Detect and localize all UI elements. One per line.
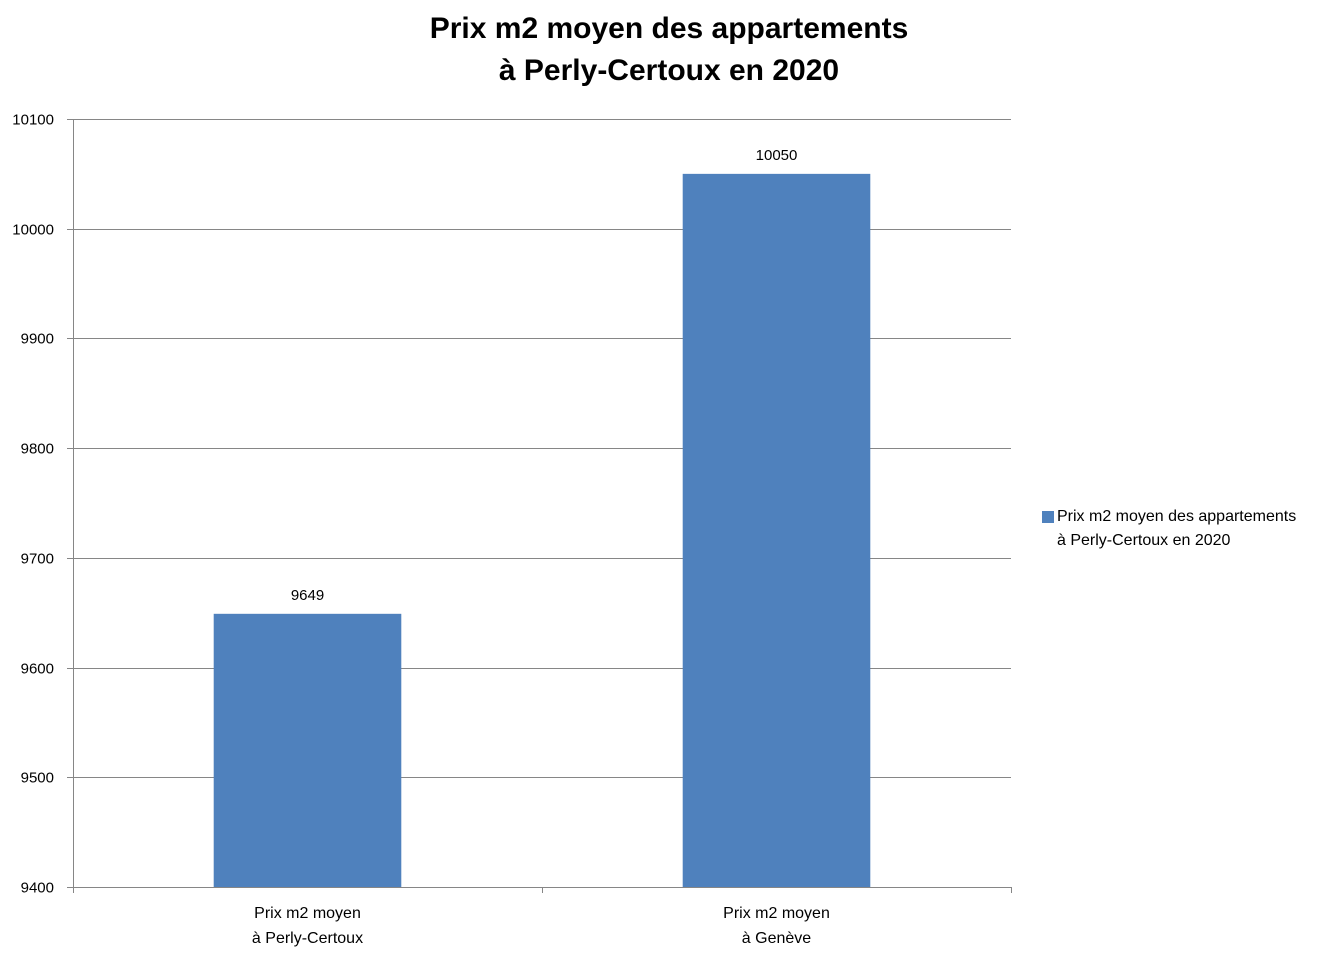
x-category-label: à Perly-Certoux [252, 930, 363, 947]
y-tick-label: 9900 [21, 331, 54, 348]
y-tick-label: 9800 [21, 441, 54, 458]
chart-title-line-2: à Perly-Certoux en 2020 [498, 54, 840, 87]
x-category-label: Prix m2 moyen [723, 905, 830, 922]
y-tick-label: 9600 [21, 661, 54, 678]
legend-label-line-1: Prix m2 moyen des appartements [1057, 508, 1297, 525]
y-tick-label: 10100 [12, 112, 54, 129]
x-category-label: à Genève [742, 930, 811, 947]
x-category-label: Prix m2 moyen [254, 905, 361, 922]
data-label: 10050 [756, 147, 798, 164]
legend-label-line-2: à Perly-Certoux en 2020 [1057, 532, 1231, 549]
y-tick-label: 10000 [12, 222, 54, 239]
y-tick-label: 9500 [21, 770, 54, 787]
legend-swatch [1042, 511, 1054, 523]
bar [682, 173, 871, 887]
y-tick-label: 9700 [21, 551, 54, 568]
bar [213, 613, 402, 887]
chart-title-line-1: Prix m2 moyen des appartements [429, 12, 909, 45]
data-label: 9649 [291, 587, 324, 604]
y-tick-label: 9400 [21, 880, 54, 897]
chart-legend: Prix m2 moyen des appartements à Perly-C… [1042, 505, 1296, 553]
